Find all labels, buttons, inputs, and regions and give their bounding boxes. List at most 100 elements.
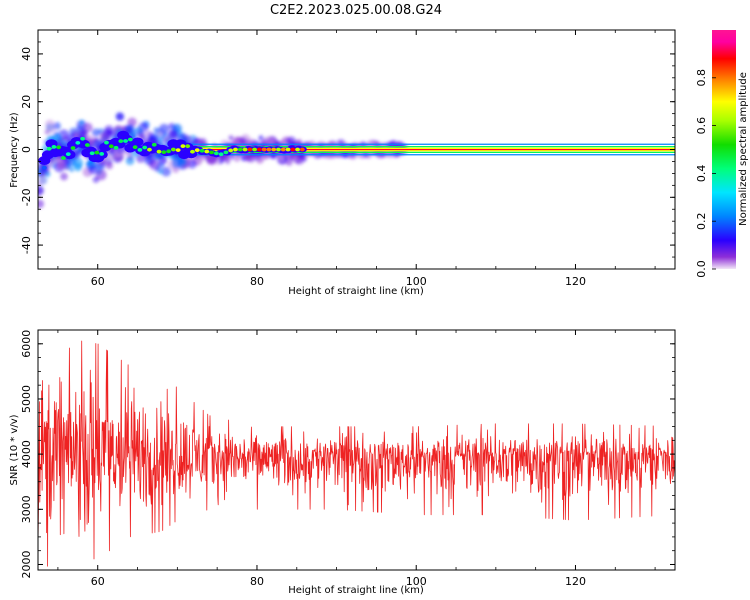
spectrogram-ridge-cell — [285, 147, 291, 152]
spectrogram-ridge-cell — [223, 150, 229, 155]
snr-frame — [37, 329, 676, 571]
spectrogram-noise-cell — [238, 136, 246, 144]
spectrogram-noise-cell — [41, 145, 49, 152]
spectrogram-y-ticks: -40 -20 0 20 40 — [20, 29, 675, 270]
spectrogram-noise-cell — [61, 140, 67, 146]
spectrogram-image — [38, 112, 675, 209]
spectrogram-noise — [38, 112, 408, 209]
spectrogram-noise-cell — [193, 137, 200, 145]
x-tick-label: 60 — [91, 575, 105, 588]
spectrogram-ridge-cell — [94, 150, 100, 155]
spectrogram-noise-cell — [88, 164, 98, 175]
x-tick-label: 120 — [565, 575, 586, 588]
spectrogram-ridge-cell — [233, 147, 238, 152]
spectrogram-noise-cell — [158, 123, 170, 135]
y-tick-label: 20 — [20, 95, 33, 109]
spectrogram-x-ticks: 60 80 100 120 — [57, 30, 656, 288]
spectrogram-ridge-cell — [61, 156, 66, 160]
spectrogram-noise-cell — [134, 126, 143, 135]
spectrogram-noise-cell — [240, 155, 247, 162]
spectrogram-ridge-cell — [84, 143, 90, 147]
snr-x-label: Height of straight line (km) — [288, 585, 424, 596]
spectrogram-ridge-cell — [247, 147, 253, 152]
spectrogram-noise-cell — [99, 132, 110, 142]
spectrogram-noise-cell — [74, 149, 79, 155]
x-tick-label: 60 — [91, 275, 105, 288]
colorbar: 0.0 0.2 0.4 0.6 0.8 Normalized spectral ampl… — [695, 30, 749, 278]
spectrogram-ridge-cell — [166, 149, 171, 154]
spectrogram-noise-cell — [95, 169, 107, 181]
spectrogram-ridge-cell — [156, 149, 162, 154]
spectrogram-noise-cell — [256, 156, 264, 164]
y-tick-label: 0 — [20, 146, 33, 153]
spectrogram-ridge-cell — [185, 144, 191, 149]
spectrogram-ridge-cell — [113, 145, 119, 150]
snr-series-line — [38, 340, 675, 567]
snr-y-label: SNR (10 * v/v) — [9, 414, 20, 485]
colorbar-tick-label: 0.4 — [695, 165, 708, 183]
spectrogram-noise-cell — [187, 138, 193, 143]
spectrogram-ridge-cell — [56, 145, 62, 150]
spectrogram-ridge-cell — [132, 145, 138, 150]
spectrogram-ridge-cell — [175, 148, 181, 152]
colorbar-tick-label: 0.8 — [695, 69, 708, 87]
spectrogram-noise-cell — [44, 171, 51, 178]
spectrogram-noise-cell — [57, 161, 66, 170]
spectrogram-ridge-cell — [252, 147, 257, 152]
spectrogram-ridge-cell — [46, 146, 52, 151]
spectrogram-ridge-cell — [280, 147, 286, 152]
spectrogram-noise-cell — [125, 156, 135, 166]
y-tick-label: 3000 — [20, 495, 33, 523]
spectrogram-ridge-cell — [204, 149, 210, 154]
spectrogram-panel: 60 80 100 120 -40 -20 0 20 40 Height of straigh… — [9, 29, 676, 297]
spectrogram-ridge-cell — [161, 150, 167, 155]
spectrogram-ridge-cell — [237, 147, 243, 152]
spectrogram-noise-cell — [233, 155, 241, 162]
y-tick-label: 2000 — [20, 550, 33, 578]
spectrogram-ridge-cell — [118, 139, 124, 144]
spectrogram-noise-cell — [53, 122, 61, 130]
spectrogram-ridge-cell — [147, 147, 152, 152]
spectrogram-noise-cell — [92, 176, 100, 183]
spectrogram-ridge-cell — [228, 148, 234, 153]
spectrogram-ridge-cell — [242, 147, 248, 152]
x-tick-label: 100 — [406, 575, 427, 588]
x-tick-label: 120 — [565, 275, 586, 288]
spectrogram-ridge-cell — [218, 152, 224, 157]
spectrogram-ridge-cell — [199, 148, 205, 153]
colorbar-gradient — [712, 30, 736, 269]
spectrogram-ridge-cell — [209, 150, 214, 155]
spectrogram-noise-cell — [91, 128, 101, 137]
spectrogram-ridge-cell — [256, 147, 262, 152]
spectrogram-ridge-cell — [89, 151, 95, 156]
spectrogram-ridge-cell — [75, 140, 81, 145]
spectrogram-noise-cell — [38, 199, 45, 209]
spectrogram-noise-cell — [108, 149, 113, 154]
spectrogram-ridge-cell — [51, 145, 57, 149]
x-tick-label: 80 — [250, 275, 264, 288]
spectrogram-noise-cell — [73, 162, 83, 172]
spectrogram-ridge-cell — [127, 137, 133, 142]
spectrogram-ridge-cell — [276, 147, 281, 152]
spectrogram-ridge-cell — [123, 139, 128, 143]
colorbar-tick-label: 0.0 — [695, 260, 708, 278]
spectrogram-noise-cell — [258, 135, 264, 141]
spectrogram-ridge-cell — [65, 152, 71, 157]
spectrogram-noise-cell — [168, 129, 178, 140]
spectrogram-noise-cell — [38, 170, 46, 178]
y-tick-label: 4000 — [20, 440, 33, 468]
colorbar-tick-label: 0.2 — [695, 212, 708, 230]
spectrogram-ridge-cell — [104, 140, 109, 145]
spectrogram-ridge-cell — [190, 149, 195, 154]
spectrogram-ridge-cell — [80, 136, 85, 141]
spectrogram-ridge-cell — [170, 147, 176, 152]
spectrogram-noise-cell — [38, 177, 46, 185]
spectrogram-noise-cell — [79, 119, 85, 125]
spectrogram-ridge-cell — [180, 144, 186, 149]
spectrogram-noise-cell — [69, 167, 75, 173]
spectrogram-ridge-cell — [213, 151, 219, 156]
spectrogram-noise-cell — [144, 156, 153, 165]
spectrogram-ridge-cell — [41, 165, 47, 170]
spectrogram-noise-cell — [161, 166, 172, 177]
